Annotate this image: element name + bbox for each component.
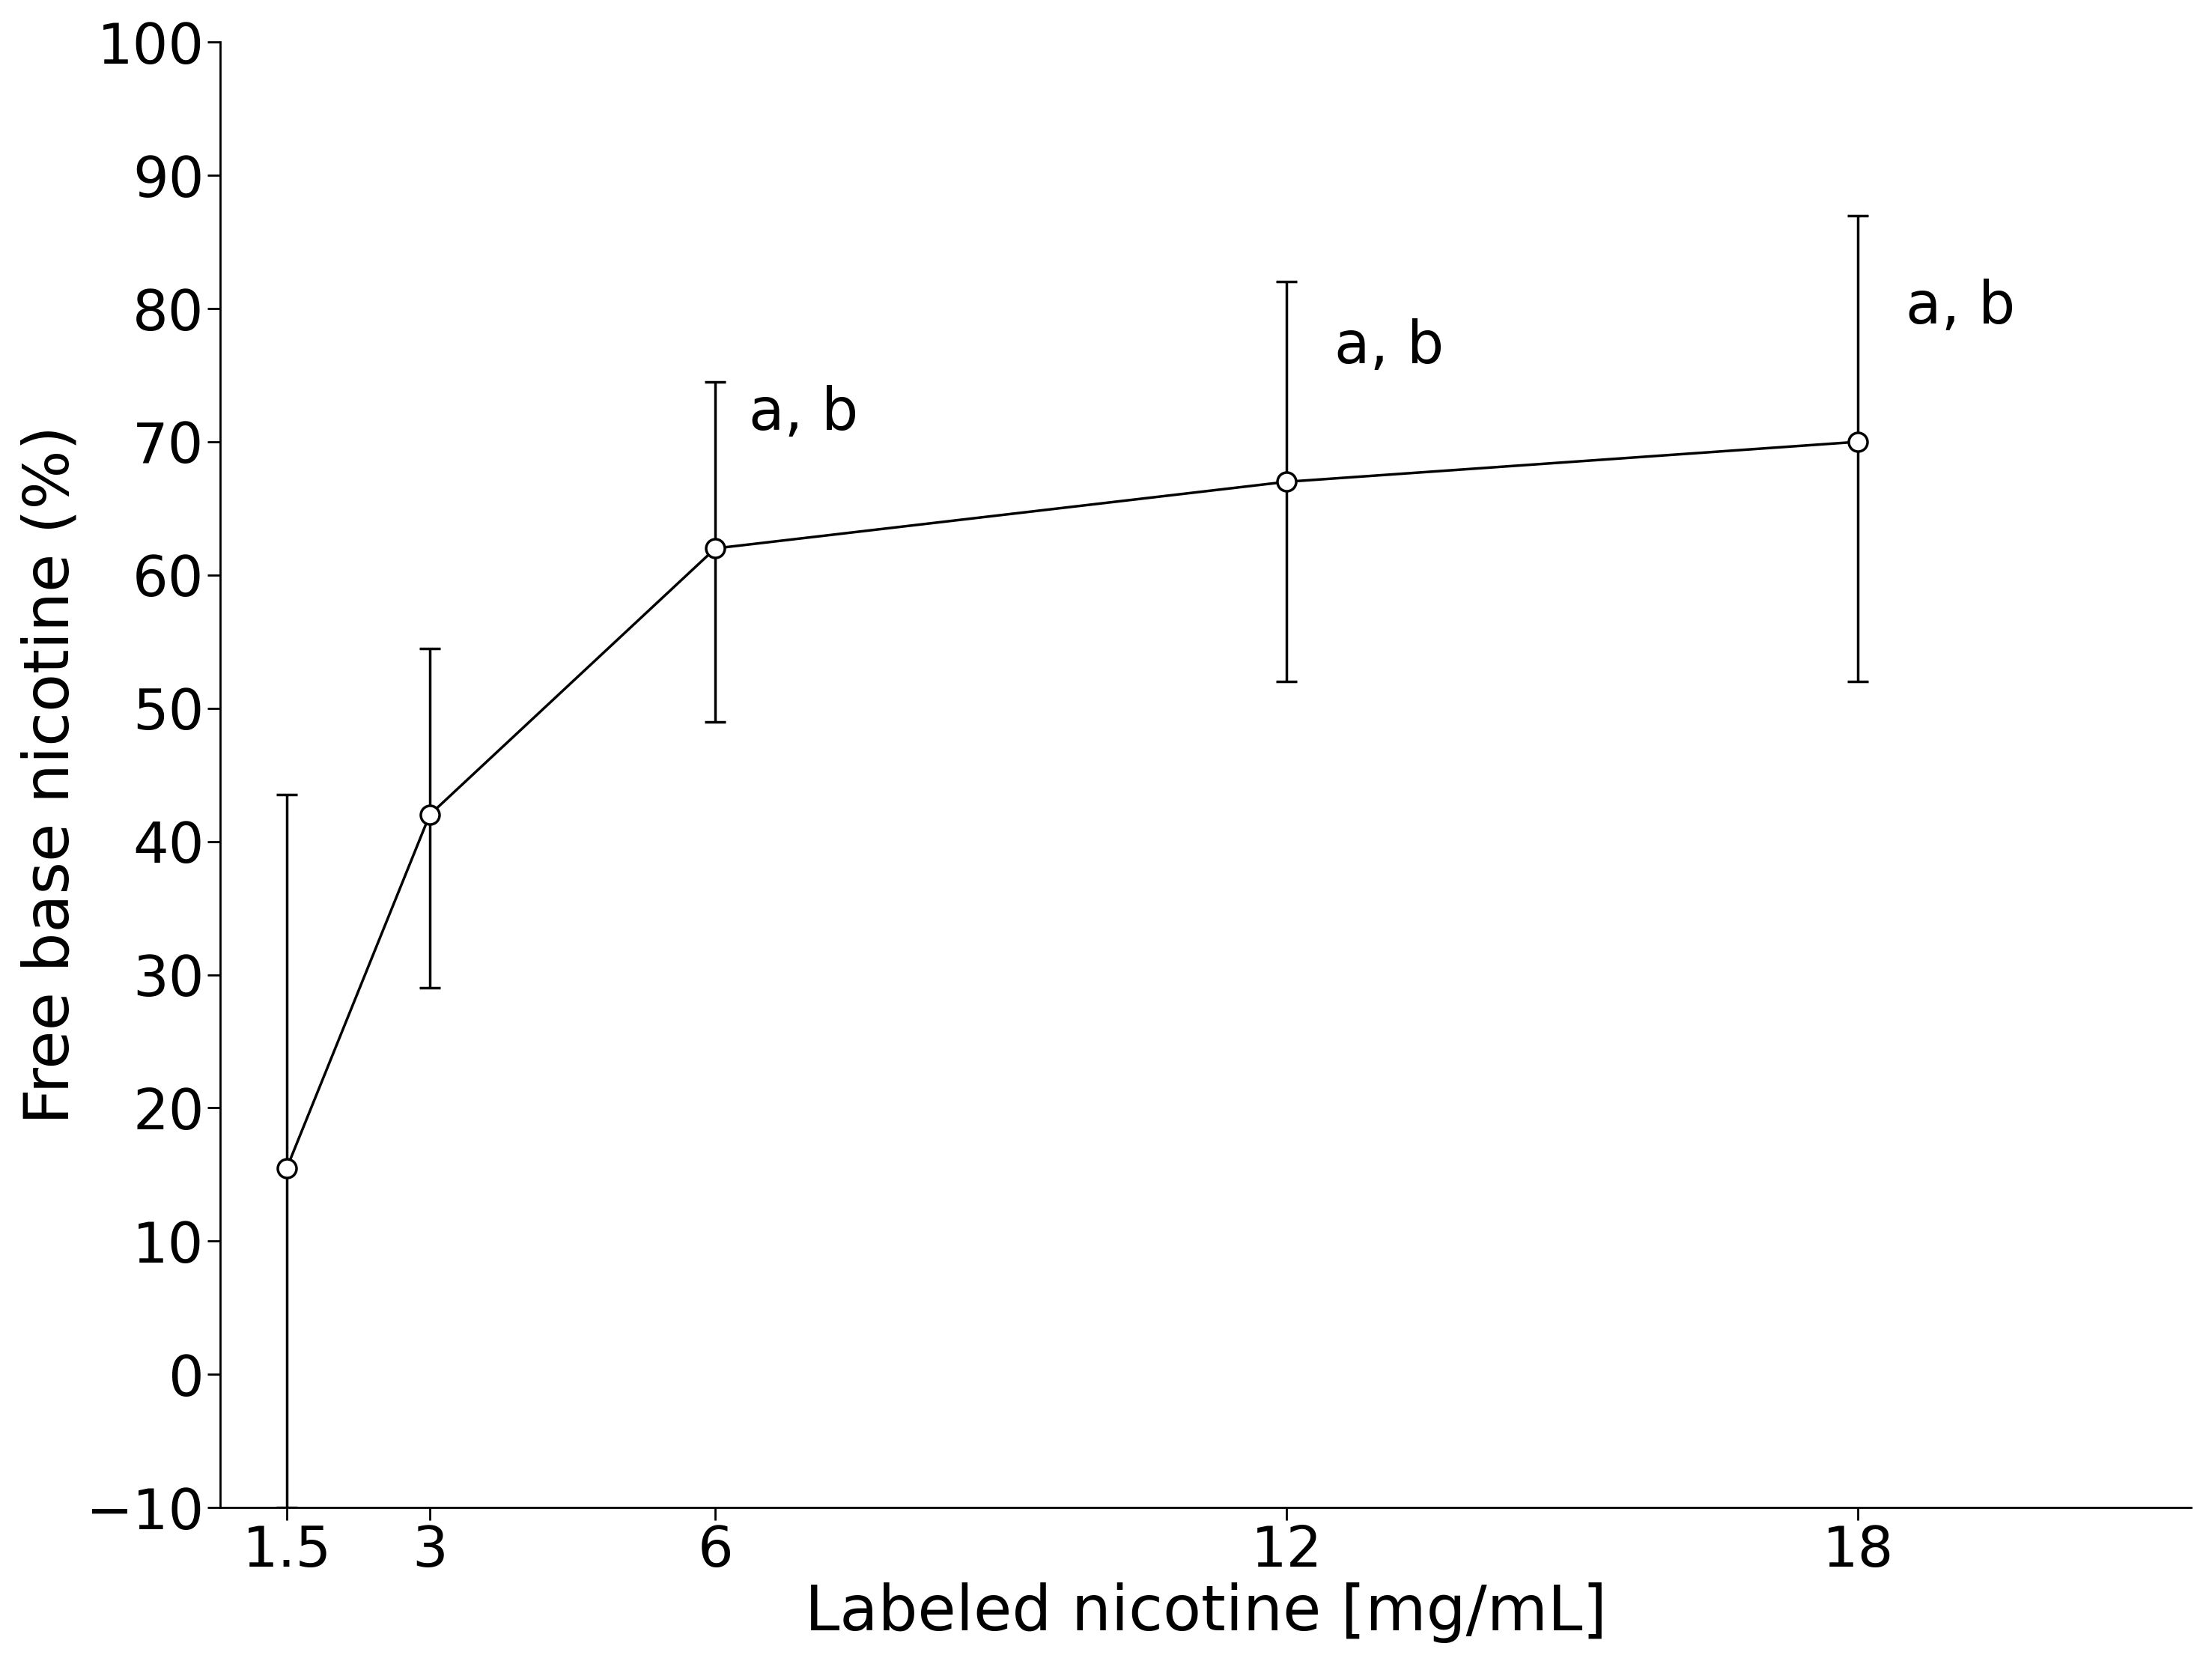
X-axis label: Labeled nicotine [mg/mL]: Labeled nicotine [mg/mL]: [805, 1582, 1606, 1642]
Text: a, b: a, b: [748, 384, 858, 443]
Text: a, b: a, b: [1905, 278, 2015, 334]
Y-axis label: Free base nicotine (%): Free base nicotine (%): [20, 426, 82, 1125]
Text: a, b: a, b: [1334, 318, 1444, 374]
